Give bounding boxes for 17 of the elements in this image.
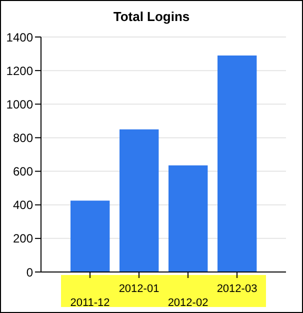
x-tick-label: 2012-02 [168,297,208,309]
x-tick-label: 2012-01 [118,283,160,295]
y-tick-label: 1000 [6,97,34,112]
y-tick-label: 400 [12,198,34,212]
x-tick-label: 2011-12 [70,297,110,309]
y-tick-label: 200 [12,232,34,246]
y-tick-label: 1400 [6,30,34,44]
y-tick-label: 600 [12,164,34,179]
y-tick-label: 0 [26,265,34,280]
y-tick-label: 1200 [6,64,34,78]
bar [218,55,257,272]
x-tick-label: 2012-03 [216,283,258,295]
bar [120,129,159,272]
bar [70,200,110,272]
bar [168,165,208,272]
chart-title: Total Logins [112,9,191,24]
y-tick-label: 800 [12,130,34,145]
